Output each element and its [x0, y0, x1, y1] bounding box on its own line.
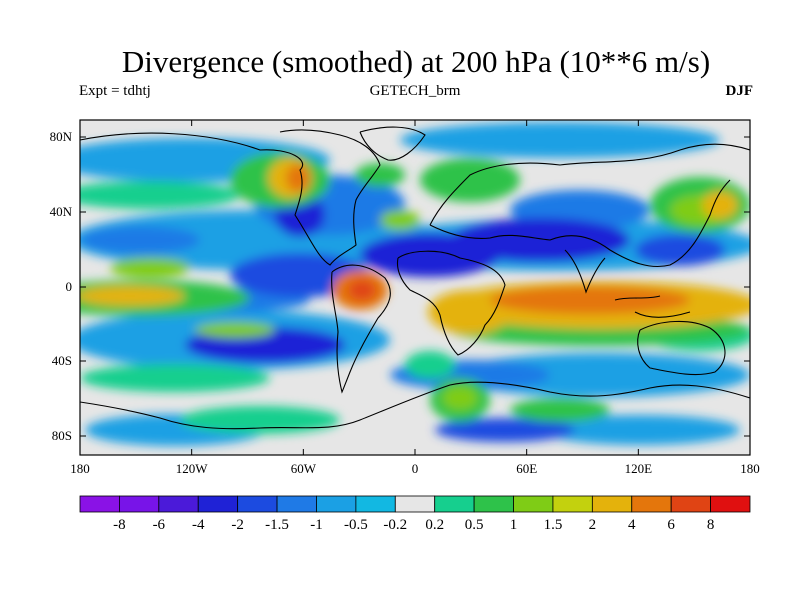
field-region — [110, 258, 190, 278]
field-region — [355, 163, 405, 187]
field-region — [540, 415, 740, 445]
colorbar-level-label: -0.2 — [383, 517, 407, 533]
field-region — [490, 286, 690, 314]
colorbar-swatch — [237, 495, 278, 513]
colorbar-level-label: 8 — [707, 517, 715, 533]
y-tick-label: 80N — [50, 129, 73, 144]
x-tick-label: 60W — [291, 461, 317, 476]
x-tick-label: 120E — [625, 461, 653, 476]
colorbar-level-label: -1.5 — [265, 517, 289, 533]
field-region — [380, 210, 420, 230]
colorbar-swatch — [119, 495, 160, 513]
experiment-label: Expt = tdhtj — [79, 83, 151, 99]
colorbar-level-label: 0.5 — [465, 517, 484, 533]
coastline-greenland — [359, 126, 426, 161]
y-tick-label: 80S — [52, 428, 72, 443]
x-tick-label: 0 — [412, 461, 419, 476]
x-tick-label: 180 — [740, 461, 760, 476]
field-region — [405, 351, 455, 379]
coastline-maritime — [614, 295, 691, 318]
colorbar-level-label: -1 — [310, 517, 323, 533]
colorbar-swatch — [710, 495, 751, 513]
field-region — [450, 218, 630, 262]
colorbar-swatch — [197, 495, 239, 513]
colorbar-level-label: -8 — [113, 517, 126, 533]
contour-field — [80, 120, 750, 455]
plot-title: Divergence (smoothed) at 200 hPa (10**6 … — [121, 44, 711, 79]
colorbar-swatch — [276, 495, 317, 513]
field-region — [80, 286, 185, 306]
colorbar-level-label: 1 — [510, 517, 518, 533]
colorbar-swatch — [473, 495, 514, 513]
axis-ticks: 80N 40N 0 40S 80S 180 120W 60W 0 60E 120E 180 — [50, 120, 760, 476]
season-label: DJF — [725, 83, 754, 99]
colorbar-swatch — [158, 495, 199, 513]
field-region — [420, 158, 520, 202]
y-tick-label: 40N — [50, 204, 73, 219]
colorbar-level-label: 0.2 — [425, 517, 444, 533]
coastline-india — [564, 249, 606, 294]
field-region — [635, 234, 725, 266]
colorbar-level-label: 6 — [667, 517, 675, 533]
y-tick-label: 0 — [66, 279, 73, 294]
colorbar-swatch — [79, 495, 120, 513]
field-region — [80, 364, 270, 392]
field-region — [180, 406, 340, 434]
colorbar-swatch — [394, 495, 436, 513]
field-region — [450, 353, 750, 397]
coastline-africa — [396, 250, 506, 356]
field-region — [195, 322, 275, 338]
field-region — [286, 164, 310, 192]
colorbar-swatch — [552, 495, 593, 513]
colorbar-level-label: -4 — [192, 517, 205, 533]
colorbar-level-label: -6 — [153, 517, 166, 533]
colorbar-level-label: 1.5 — [544, 517, 563, 533]
colorbar-swatch — [631, 495, 672, 513]
field-region — [435, 418, 575, 442]
colorbar-swatch — [434, 495, 475, 513]
dataset-label: GETECH_brm — [369, 83, 461, 99]
coastlines — [80, 126, 750, 430]
colorbar-swatch — [316, 495, 357, 513]
colorbar-level-label: -2 — [231, 517, 244, 533]
field-region — [80, 181, 240, 209]
coastline-australia — [637, 320, 726, 376]
field-region — [348, 280, 376, 300]
field-region — [400, 122, 720, 158]
field-region — [702, 191, 738, 219]
colorbar-level-label: 2 — [589, 517, 597, 533]
coastline-antarctica — [80, 381, 750, 430]
field-region — [442, 386, 478, 410]
colorbar-level-label: -0.5 — [344, 517, 368, 533]
coastline-north-america — [80, 129, 381, 266]
coastline-eurasia — [429, 143, 750, 268]
x-tick-label: 120W — [176, 461, 209, 476]
x-tick-label: 60E — [516, 461, 537, 476]
colorbar: -8 -6 -4 -2 -1.5 -1 -0.5 -0.2 0.2 0.5 1 1.5 2 4 6 8 — [79, 495, 751, 533]
y-tick-label: 40S — [52, 353, 72, 368]
colorbar-swatch — [355, 495, 396, 513]
field-region — [510, 398, 610, 422]
coastline-south-america — [331, 264, 391, 394]
colorbar-level-label: 4 — [628, 517, 636, 533]
x-tick-label: 180 — [70, 461, 90, 476]
colorbar-swatch — [513, 495, 554, 513]
colorbar-swatch — [591, 495, 633, 513]
field-region — [80, 226, 200, 254]
colorbar-swatch — [670, 495, 711, 513]
